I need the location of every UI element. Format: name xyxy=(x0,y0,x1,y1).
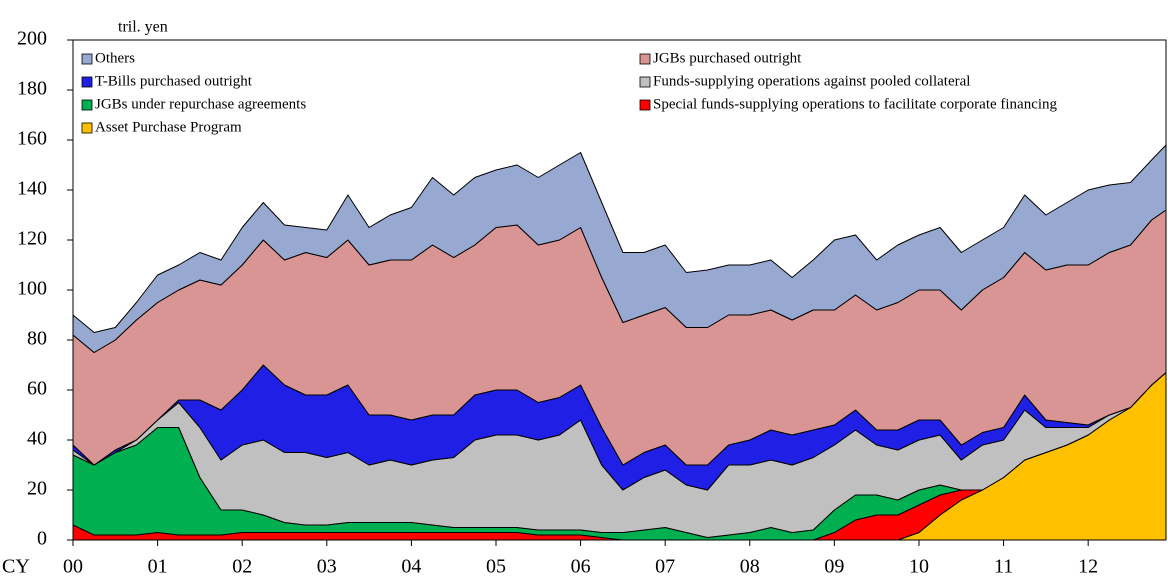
x-axis-label: CY xyxy=(2,556,30,578)
legend-swatch xyxy=(639,99,651,111)
x-tick-label: 11 xyxy=(994,556,1013,578)
legend-label: JGBs purchased outright xyxy=(653,50,802,66)
legend-label: Asset Purchase Program xyxy=(95,119,242,135)
y-tick-label: 80 xyxy=(27,328,47,350)
y-tick-label: 140 xyxy=(17,178,47,200)
y-tick-label: 120 xyxy=(17,228,47,250)
y-tick-label: 100 xyxy=(17,278,47,300)
y-tick-label: 180 xyxy=(17,78,47,100)
x-tick-label: 02 xyxy=(232,556,252,578)
y-tick-label: 60 xyxy=(27,378,47,400)
legend-label: Funds-supplying operations against poole… xyxy=(653,73,970,89)
legend-swatch xyxy=(81,122,93,134)
x-tick-label: 04 xyxy=(401,556,421,578)
legend-swatch xyxy=(639,53,651,65)
x-tick-label: 05 xyxy=(486,556,506,578)
x-tick-label: 07 xyxy=(655,556,675,578)
legend-swatch xyxy=(81,53,93,65)
legend-label: Special funds-supplying operations to fa… xyxy=(653,96,1058,112)
x-tick-label: 12 xyxy=(1078,556,1098,578)
legend-label: T-Bills purchased outright xyxy=(95,73,253,89)
legend-swatch xyxy=(639,76,651,88)
legend-swatch xyxy=(81,99,93,111)
y-tick-label: 20 xyxy=(27,478,47,500)
x-tick-label: 09 xyxy=(824,556,844,578)
x-tick-label: 10 xyxy=(909,556,929,578)
legend-label: JGBs under repurchase agreements xyxy=(95,96,306,112)
y-axis-label: tril. yen xyxy=(118,19,168,36)
x-tick-label: 00 xyxy=(63,556,83,578)
x-tick-label: 01 xyxy=(148,556,168,578)
x-tick-label: 03 xyxy=(317,556,337,578)
legend-swatch xyxy=(81,76,93,88)
y-tick-label: 0 xyxy=(37,528,47,550)
legend-label: Others xyxy=(95,50,135,66)
x-tick-label: 08 xyxy=(740,556,760,578)
x-tick-label: 06 xyxy=(571,556,591,578)
y-tick-label: 40 xyxy=(27,428,47,450)
y-tick-label: 200 xyxy=(17,28,47,50)
y-tick-label: 160 xyxy=(17,128,47,150)
